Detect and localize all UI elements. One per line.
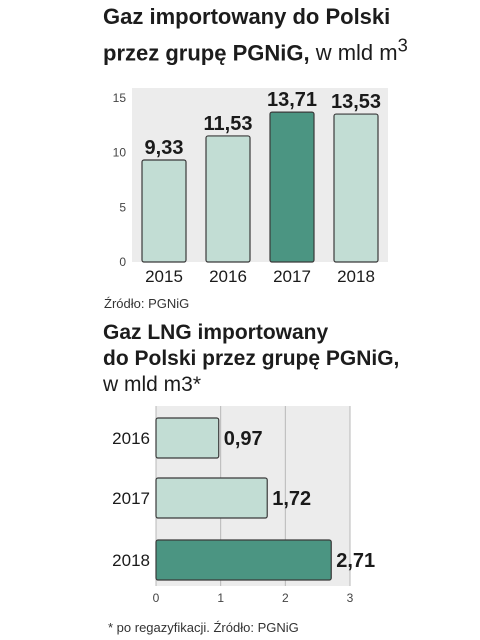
chart2-title-unit: w mld m3* xyxy=(103,373,202,396)
chart1-bar xyxy=(333,113,379,263)
chart1-vertical-bar-chart: 0 5 10 15 9,33 2015 11,53 2016 13,71 2017 13,53 201… xyxy=(113,88,388,286)
chart1-unit-sup: 3 xyxy=(397,35,408,56)
chart2-bar xyxy=(155,539,332,581)
chart1-bar xyxy=(269,111,315,263)
chart1-y-tick-label: 10 xyxy=(113,146,127,160)
chart2-title: Gaz LNG importowany do Polski przez grup… xyxy=(103,320,399,398)
chart2-source: * po regazyfikacji. Źródło: PGNiG xyxy=(108,620,299,635)
chart1-data-label: 13,53 xyxy=(331,91,381,113)
chart2-data-label: 2,71 xyxy=(336,550,375,572)
chart1-source: Źródło: PGNiG xyxy=(104,296,190,311)
chart1-category-label: 2017 xyxy=(273,267,311,286)
chart1-title-line1: Gaz importowany do Polski xyxy=(103,4,391,29)
chart1-bar xyxy=(141,159,187,263)
chart2-horizontal-bar-chart: 0 1 2 3 2016 0,97 2017 1,72 2018 2,71 xyxy=(112,406,375,605)
chart1-data-label: 11,53 xyxy=(204,113,253,135)
chart1-title-line2: przez grupę PGNiG, xyxy=(103,40,310,66)
chart2-x-tick-label: 3 xyxy=(347,591,354,605)
chart1-category-label: 2018 xyxy=(337,267,375,286)
chart1-unit-text: w mld m xyxy=(315,40,398,66)
chart2-title-line1: Gaz LNG importowany xyxy=(103,321,329,344)
chart2-bar xyxy=(155,477,268,519)
chart1-category-label: 2015 xyxy=(145,267,183,286)
chart2-title-line2: do Polski przez grupę PGNiG, xyxy=(103,347,400,370)
chart2-category-label: 2018 xyxy=(112,551,150,570)
chart2-x-tick-label: 1 xyxy=(217,591,224,605)
chart2-bar xyxy=(155,417,220,459)
chart1-y-tick-label: 0 xyxy=(119,255,126,269)
chart2-data-label: 1,72 xyxy=(272,488,311,510)
chart2-data-label: 0,97 xyxy=(224,428,263,450)
chart1-title-unit: w mld m3 xyxy=(315,35,408,66)
chart1-title: Gaz importowany do Polski przez grupę PG… xyxy=(103,2,408,67)
chart1-category-label: 2016 xyxy=(209,267,247,286)
chart2-x-tick-label: 2 xyxy=(282,591,289,605)
chart2-x-tick-label: 0 xyxy=(153,591,160,605)
chart1-data-label: 9,33 xyxy=(145,137,184,159)
chart2-category-label: 2017 xyxy=(112,489,150,508)
chart1-y-tick-label: 15 xyxy=(113,91,127,105)
chart1-data-label: 13,71 xyxy=(267,89,317,111)
chart1-y-tick-label: 5 xyxy=(119,200,126,214)
chart2-category-label: 2016 xyxy=(112,429,150,448)
chart1-bar xyxy=(205,135,251,263)
